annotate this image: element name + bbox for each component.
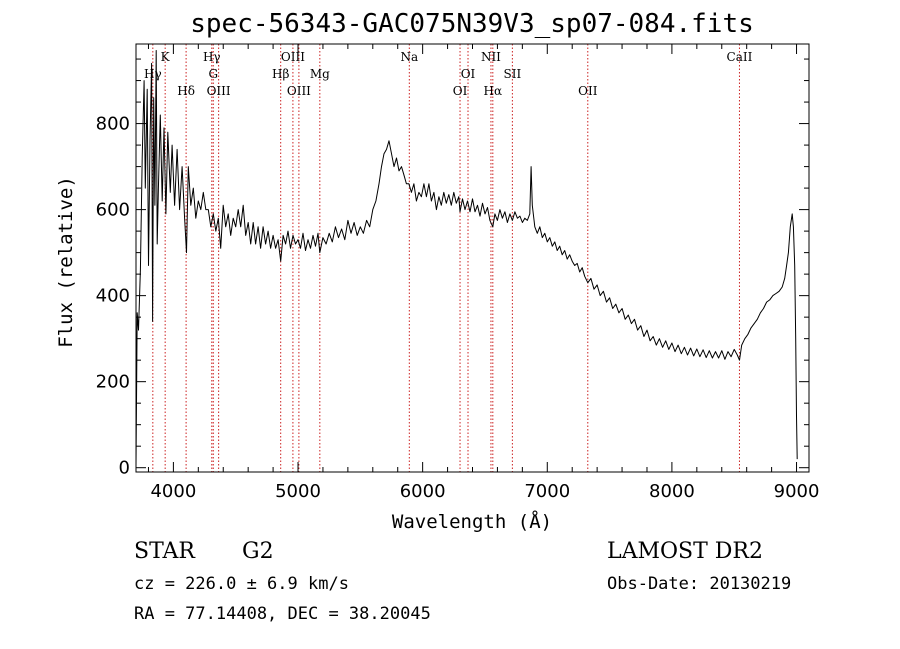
spectrum-series [135,50,798,466]
spectrum-line [135,50,798,466]
x-tick-label: 6000 [400,481,446,502]
emission-line-label: Hγ [203,50,221,64]
y-tick-label: 200 [96,372,130,393]
emission-line-label: OII [578,84,598,98]
emission-line-label: Hβ [272,67,289,81]
emission-line-label: OI [461,67,476,81]
redshift-velocity: cz = 226.0 ± 6.9 km/s [134,574,349,594]
emission-line-label: K [161,50,171,64]
emission-line-label: SII [504,67,522,81]
y-tick-label: 800 [96,114,130,135]
y-tick-label: 400 [96,286,130,307]
emission-line-label: Mg [310,67,330,81]
x-tick-label: 4000 [150,481,196,502]
observation-info: STAR G2 LAMOST DR2 cz = 226.0 ± 6.9 km/s… [134,539,791,624]
object-class: STAR [134,539,196,564]
emission-line-label: Hα [484,84,503,98]
spectral-subclass: G2 [242,539,274,564]
emission-line-label: OIII [207,84,231,98]
emission-line-label: Na [400,50,418,64]
plot-area: 4000 5000 6000 7000 8000 9000 0 200 400 600 800 Hγ… [96,43,820,502]
emission-line-label: OIII [287,84,311,98]
emission-line-markers [152,44,740,472]
emission-line-label: G [208,67,218,81]
emission-line-label: OIII [281,50,305,64]
x-tick-label: 9000 [774,481,820,502]
emission-line-label: Hδ [177,84,195,98]
emission-line-label: Hγ [144,67,162,81]
y-tick-label: 0 [119,458,130,479]
sky-coordinates: RA = 77.14408, DEC = 38.20045 [134,604,431,624]
x-tick-label: 8000 [649,481,695,502]
x-tick-label: 5000 [275,481,321,502]
x-axis-label: Wavelength (Å) [392,510,552,533]
emission-line-label: CaII [727,50,753,64]
emission-line-label: OI [453,84,468,98]
survey-name: LAMOST DR2 [607,539,763,564]
axes: 4000 5000 6000 7000 8000 9000 0 200 400 600 800 [96,43,820,502]
y-tick-label: 600 [96,200,130,221]
chart-title: spec-56343-GAC075N39V3_sp07-084.fits [190,9,754,39]
emission-line-label: NII [481,50,501,64]
observation-date: Obs-Date: 20130219 [607,574,791,594]
x-tick-label: 7000 [524,481,570,502]
y-axis-label: Flux (relative) [55,176,77,348]
